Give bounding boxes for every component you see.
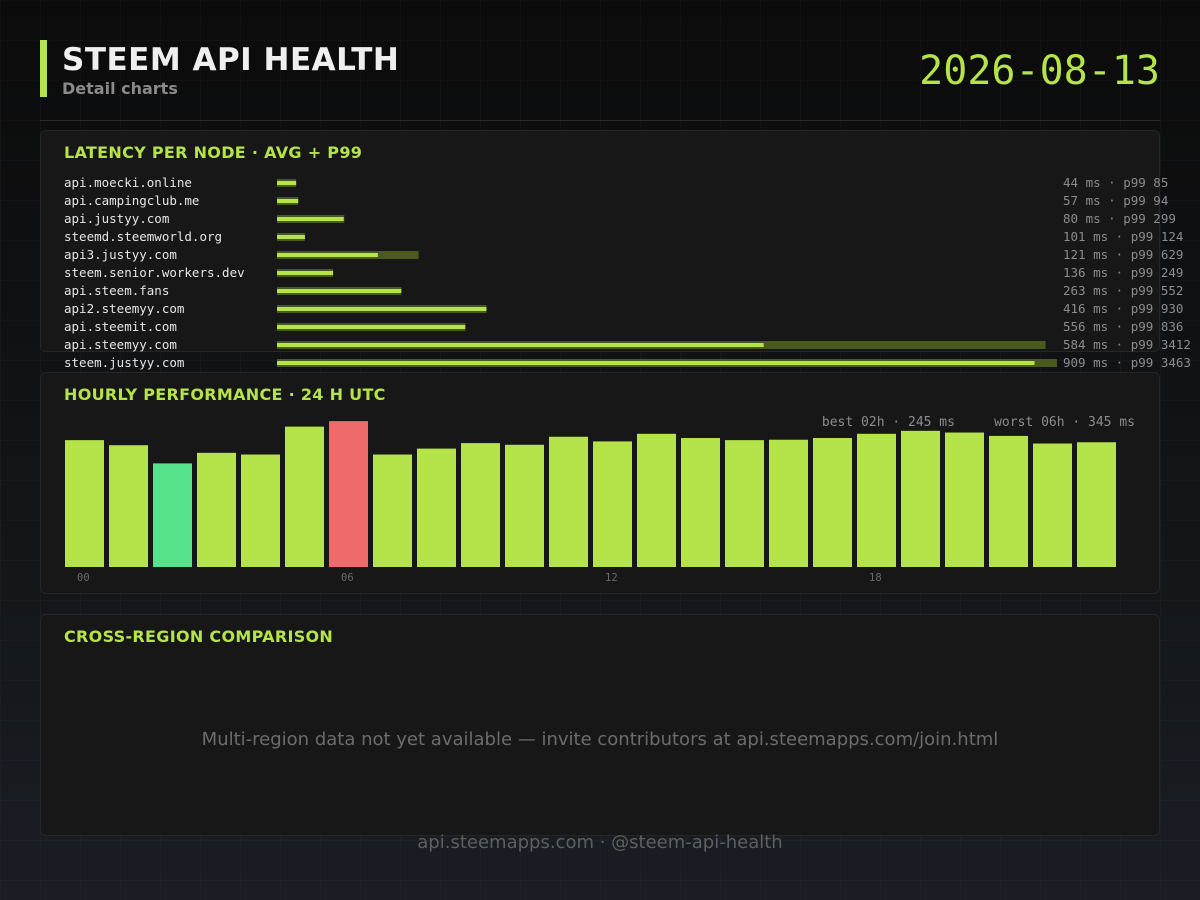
hour-bar [461,443,500,567]
node-value-label: 136 ms · p99 249 [1063,265,1183,280]
node-label: api.steemyy.com [64,337,177,352]
node-label: steemd.steemworld.org [64,229,222,244]
hourly-panel: HOURLY PERFORMANCE · 24 H UTC best 02h ·… [40,372,1160,594]
avg-bar [277,253,378,257]
node-value-label: 416 ms · p99 930 [1063,301,1183,316]
node-label: api.justyy.com [64,211,169,226]
node-label: api2.steemyy.com [64,301,184,316]
hour-bar [857,433,896,567]
hourly-chart: 00 06 12 18 [65,421,1116,584]
node-label: steem.justyy.com [64,355,184,370]
node-label: api.steem.fans [64,283,169,298]
hour-tick-label: 18 [869,572,882,584]
hourly-panel-title: HOURLY PERFORMANCE · 24 H UTC [64,385,386,404]
latency-panel: LATENCY PER NODE · AVG + P99 api.moecki.… [40,130,1191,370]
node-value-label: 909 ms · p99 3463 [1063,355,1191,370]
hour-bar [109,445,148,567]
node-label: api.campingclub.me [64,193,199,208]
hour-tick-label: 00 [77,572,90,584]
node-value-label: 121 ms · p99 629 [1063,247,1183,262]
node-value-label: 101 ms · p99 124 [1063,229,1183,244]
avg-bar [277,271,334,275]
avg-bar [277,181,297,185]
hour-bar [945,432,984,567]
hour-bar [769,439,808,567]
hourly-stats: best 02h · 245 ms worst 06h · 345 ms [822,415,1135,430]
hour-bar [197,452,236,567]
hour-bar [241,454,280,567]
node-label: api.moecki.online [64,175,192,190]
node-label: api.steemit.com [64,319,177,334]
node-value-label: 57 ms · p99 94 [1063,193,1168,208]
avg-bar [277,343,764,347]
hour-bar [65,440,104,567]
hour-bar [285,426,324,567]
avg-bar [277,289,402,293]
hour-bar [725,440,764,567]
hour-bar [373,454,412,567]
latency-panel-title: LATENCY PER NODE · AVG + P99 [64,143,363,162]
hour-bar [1033,443,1072,567]
avg-bar [277,361,1035,365]
region-panel-title: CROSS-REGION COMPARISON [64,627,334,646]
hour-bar [681,438,720,567]
node-value-label: 263 ms · p99 552 [1063,283,1183,298]
hour-bar [417,448,456,567]
avg-bar [277,235,305,239]
hour-tick-label: 06 [341,572,354,584]
worst-hour-label: worst 06h · 345 ms [994,415,1135,430]
avg-bar [277,217,344,221]
hour-tick-label: 12 [605,572,618,584]
footer: api.steemapps.com · @steem-api-health [417,832,783,853]
region-panel: CROSS-REGION COMPARISON Multi-region dat… [40,614,1160,836]
node-value-label: 584 ms · p99 3412 [1063,337,1191,352]
node-label: steem.senior.workers.dev [64,265,245,280]
report-date: 2026-08-13 [919,48,1160,94]
node-value-label: 44 ms · p99 85 [1063,175,1168,190]
avg-bar [277,325,466,329]
hour-bar [813,438,852,567]
node-value-label: 556 ms · p99 836 [1063,319,1183,334]
node-label: api3.justyy.com [64,247,177,262]
avg-bar [277,307,487,311]
hour-bar [549,436,588,567]
page-title: STEEM API HEALTH [62,42,400,78]
title-accent-bar [40,40,47,97]
hour-bar [593,441,632,567]
header-divider [40,120,1160,121]
latency-chart: api.moecki.online 44 ms · p99 85 api.campi… [64,175,1191,370]
hour-bar [1077,442,1116,567]
page-subtitle: Detail charts [62,79,178,98]
best-hour-label: best 02h · 245 ms [821,415,955,430]
hour-bar [329,421,368,567]
hour-bar [505,444,544,567]
hour-bar [637,433,676,567]
node-value-label: 80 ms · p99 299 [1063,211,1176,226]
hour-bar [989,435,1028,567]
hour-bar [901,430,940,567]
avg-bar [277,199,299,203]
hour-bar [153,463,192,567]
region-empty-message: Multi-region data not yet available — in… [201,729,999,750]
